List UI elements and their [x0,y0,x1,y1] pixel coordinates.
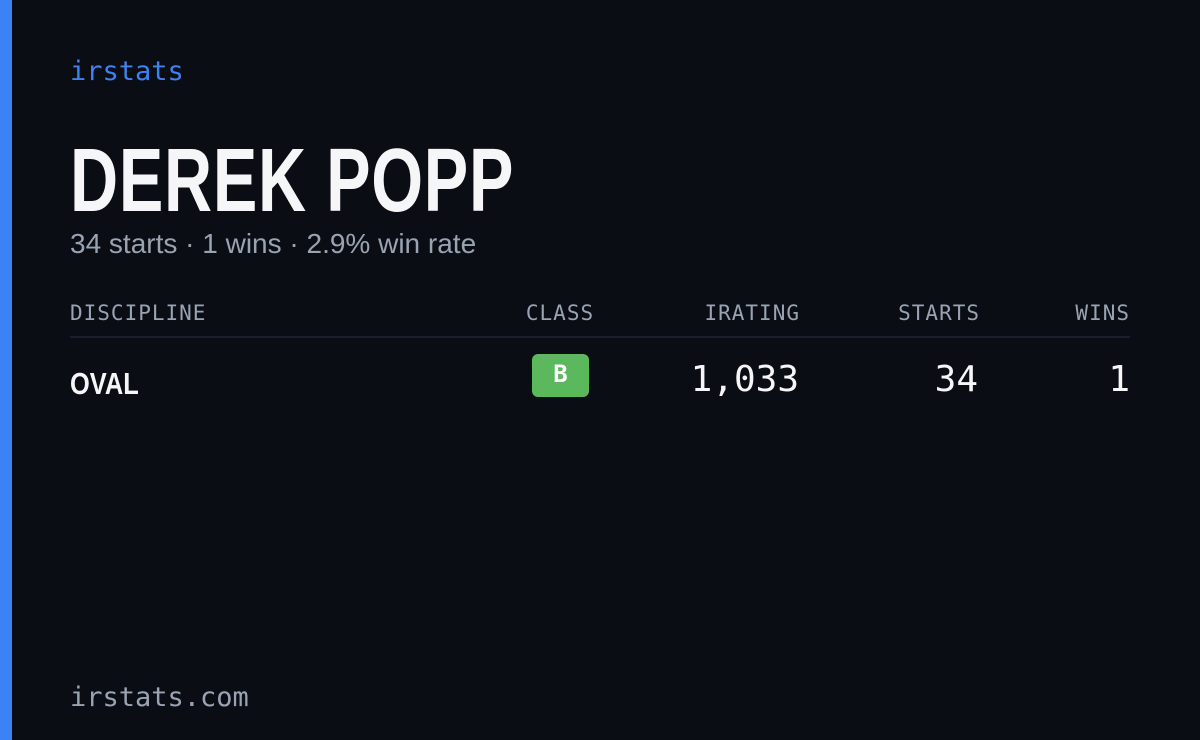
discipline: OVAL [70,366,139,401]
wins: 1 [1108,359,1130,400]
column-header: DISCIPLINE [70,301,207,325]
driver-name: DEREK POPP [70,131,515,231]
class-badge: B [532,354,589,397]
header-rule [70,336,1130,338]
column-header: IRATING [704,301,800,325]
footer-url: irstats.com [70,682,249,713]
column-header: STARTS [898,301,980,325]
column-header: WINS [1075,301,1130,325]
brand: irstats [70,56,184,87]
starts: 34 [934,359,978,400]
driver-summary: 34 starts · 1 wins · 2.9% win rate [70,228,477,259]
irating: 1,033 [690,359,799,400]
column-header: CLASS [525,301,595,325]
accent-bar [0,0,12,740]
